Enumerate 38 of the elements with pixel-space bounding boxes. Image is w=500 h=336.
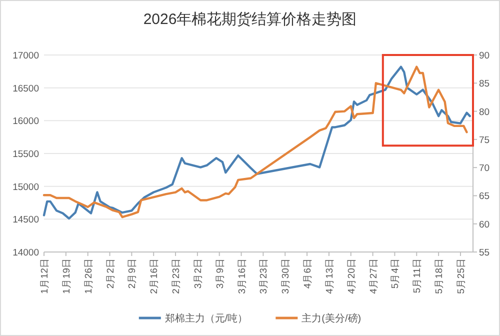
x-tick-label: 5月18日 [434, 258, 446, 294]
y2-tick-label: 80 [479, 106, 490, 118]
y2-tick-label: 90 [479, 50, 490, 62]
x-tick-label: 3月9日 [214, 258, 226, 289]
legend-label: 郑棉主力（元/吨） [164, 312, 248, 324]
legend-label: 主力(美分/磅) [302, 312, 362, 324]
x-tick-label: 1月19日 [61, 258, 72, 294]
x-tick-label: 5月11日 [412, 258, 424, 294]
x-tick-label: 1月26日 [83, 258, 94, 294]
y-tick-label: 14000 [12, 248, 39, 258]
x-tick-label: 2月2日 [105, 258, 116, 289]
x-tick-label: 3月16日 [236, 258, 248, 294]
x-tick-label: 5月4日 [390, 258, 402, 289]
y-tick-label: 15500 [12, 149, 39, 160]
x-tick-label: 3月23日 [258, 258, 270, 294]
y-tick-label: 14500 [12, 214, 39, 226]
x-tick-label: 4月13日 [324, 258, 336, 294]
x-tick-label: 2月9日 [127, 258, 138, 289]
y2-tick-label: 70 [479, 163, 490, 174]
x-tick-label: 1月12日 [40, 258, 50, 294]
y2-tick-label: 85 [479, 78, 490, 90]
x-tick-label: 5月25日 [456, 258, 467, 294]
y2-tick-label: 60 [479, 219, 490, 230]
x-tick-label: 4月6日 [302, 258, 314, 289]
x-tick-label: 3月2日 [192, 258, 204, 289]
y2-tick-label: 75 [479, 134, 490, 146]
y-tick-label: 15000 [12, 182, 39, 193]
chart-title: 2026年棉花期货结算价格走势图 [143, 11, 357, 28]
y2-tick-label: 65 [479, 191, 490, 202]
x-tick-label: 2月23日 [171, 258, 182, 294]
x-tick-label: 4月20日 [346, 258, 358, 294]
y-tick-label: 16000 [12, 116, 39, 128]
x-tick-label: 4月27日 [368, 258, 380, 294]
y2-tick-label: 55 [479, 248, 490, 258]
x-tick-label: 2月16日 [149, 258, 160, 294]
x-tick-label: 3月30日 [280, 258, 292, 294]
y-tick-label: 16500 [12, 83, 39, 94]
y-tick-label: 17000 [12, 50, 39, 62]
